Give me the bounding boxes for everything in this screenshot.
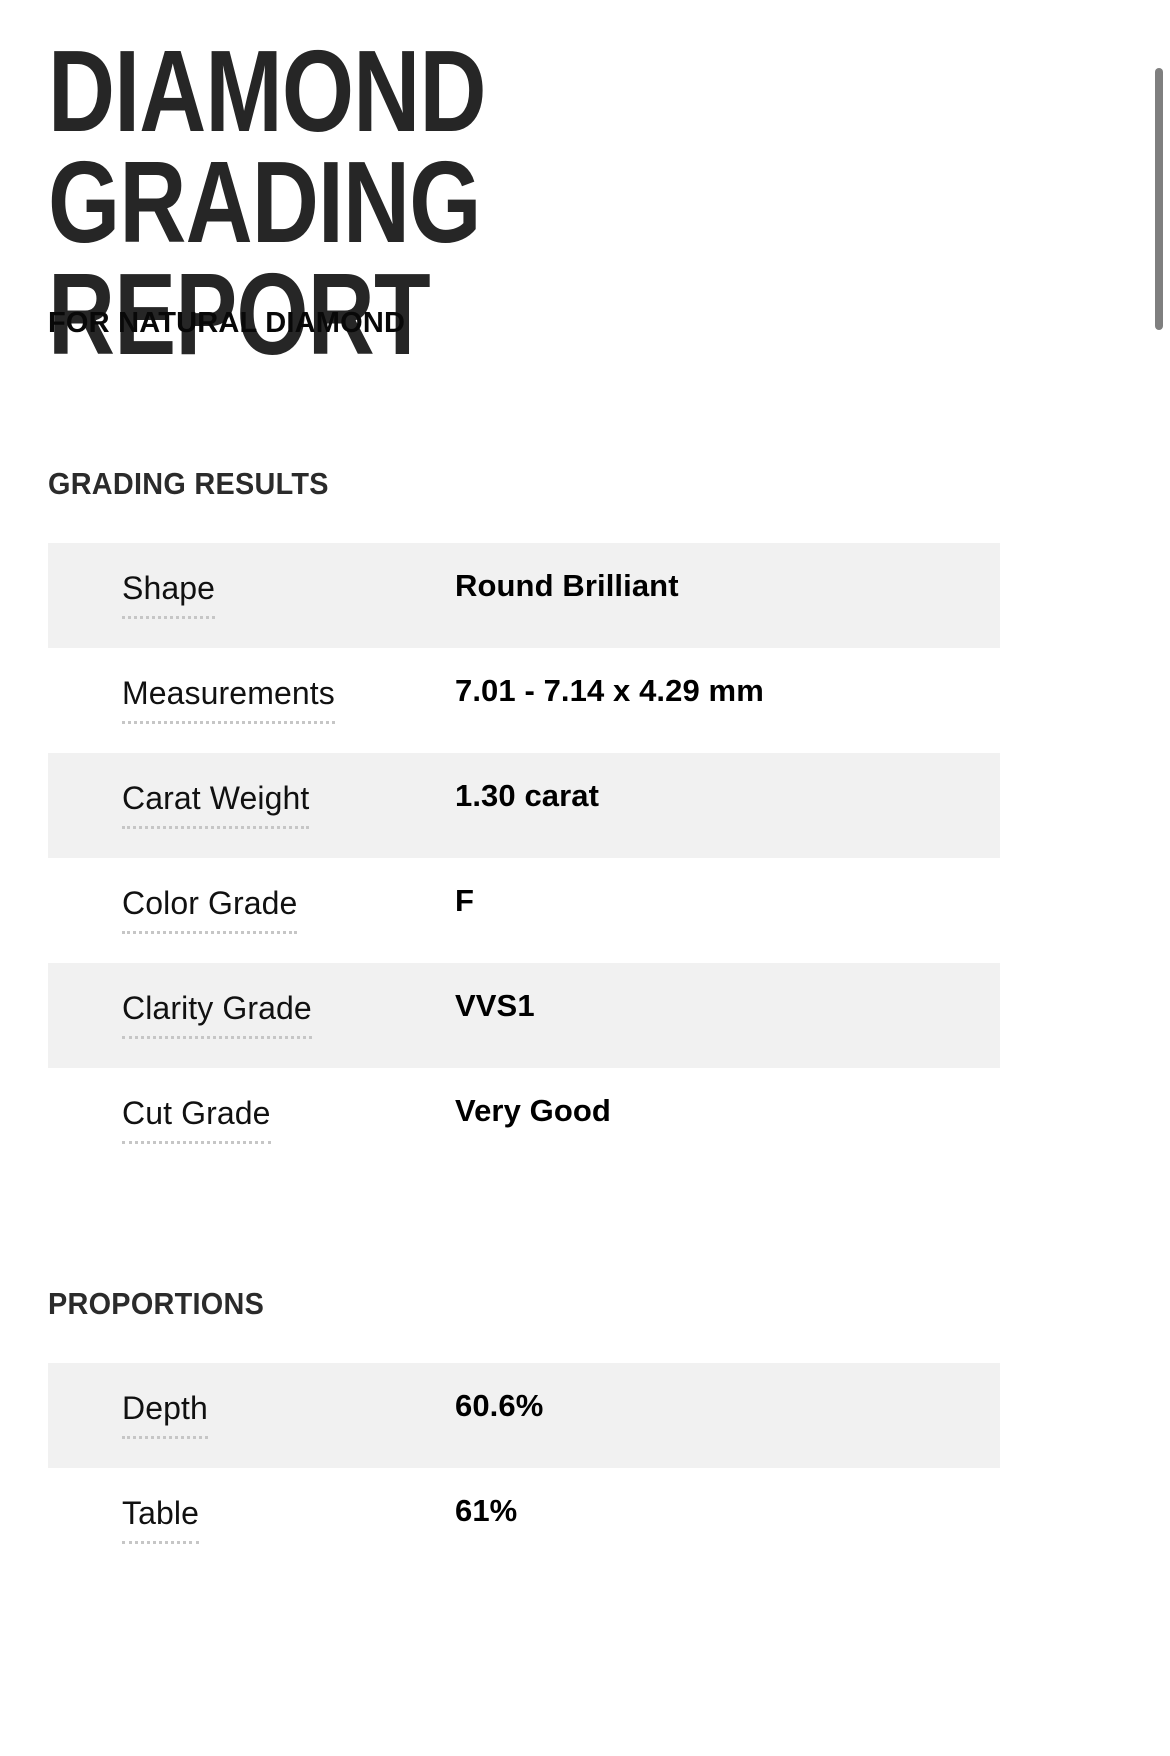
- table-cell-value: 7.01 - 7.14 x 4.29 mm: [455, 648, 1000, 708]
- table-cell-label: Color Grade: [48, 858, 455, 934]
- table-row: Clarity Grade VVS1: [48, 963, 1000, 1068]
- page-title: DIAMOND GRADING REPORT: [48, 26, 487, 379]
- table-cell-label: Clarity Grade: [48, 963, 455, 1039]
- table-cell-value: F: [455, 858, 1000, 918]
- table-row: Table 61%: [48, 1468, 1000, 1573]
- table-row: Measurements 7.01 - 7.14 x 4.29 mm: [48, 648, 1000, 753]
- row-value-carat-weight: 1.30 carat: [455, 778, 600, 813]
- row-value-depth: 60.6%: [455, 1388, 544, 1423]
- table-row: Depth 60.6%: [48, 1363, 1000, 1468]
- row-value-shape: Round Brilliant: [455, 568, 679, 603]
- table-cell-label: Depth: [48, 1363, 455, 1439]
- row-label-table: Table: [122, 1496, 199, 1544]
- row-label-cut-grade: Cut Grade: [122, 1096, 271, 1144]
- row-label-color-grade: Color Grade: [122, 886, 298, 934]
- row-value-measurements: 7.01 - 7.14 x 4.29 mm: [455, 673, 764, 708]
- grading-results-table: Shape Round Brilliant Measurements 7.01 …: [48, 543, 1000, 1173]
- row-value-color-grade: F: [455, 883, 475, 918]
- table-row: Cut Grade Very Good: [48, 1068, 1000, 1173]
- table-cell-label: Cut Grade: [48, 1068, 455, 1144]
- table-cell-value: 60.6%: [455, 1363, 1000, 1423]
- vertical-scrollbar-track[interactable]: [1148, 0, 1170, 1756]
- section-heading-proportions: PROPORTIONS: [48, 1286, 265, 1321]
- table-row: Carat Weight 1.30 carat: [48, 753, 1000, 858]
- table-cell-value: 61%: [455, 1468, 1000, 1528]
- table-cell-label: Measurements: [48, 648, 455, 724]
- row-label-measurements: Measurements: [122, 676, 335, 724]
- section-heading-grading-results: GRADING RESULTS: [48, 466, 329, 501]
- report-subtitle: FOR NATURAL DIAMOND: [48, 307, 406, 339]
- table-row: Color Grade F: [48, 858, 1000, 963]
- table-cell-value: 1.30 carat: [455, 753, 1000, 813]
- row-label-carat-weight: Carat Weight: [122, 781, 310, 829]
- table-cell-value: VVS1: [455, 963, 1000, 1023]
- table-cell-label: Table: [48, 1468, 455, 1544]
- row-value-table: 61%: [455, 1493, 518, 1528]
- table-cell-label: Carat Weight: [48, 753, 455, 829]
- row-value-clarity-grade: VVS1: [455, 988, 535, 1023]
- table-cell-value: Round Brilliant: [455, 543, 1000, 603]
- table-cell-value: Very Good: [455, 1068, 1000, 1128]
- proportions-table: Depth 60.6% Table 61%: [48, 1363, 1000, 1573]
- table-cell-label: Shape: [48, 543, 455, 619]
- table-row: Shape Round Brilliant: [48, 543, 1000, 648]
- row-label-shape: Shape: [122, 571, 216, 619]
- row-value-cut-grade: Very Good: [455, 1093, 611, 1128]
- row-label-clarity-grade: Clarity Grade: [122, 991, 312, 1039]
- row-label-depth: Depth: [122, 1391, 208, 1439]
- vertical-scrollbar-thumb[interactable]: [1155, 68, 1163, 330]
